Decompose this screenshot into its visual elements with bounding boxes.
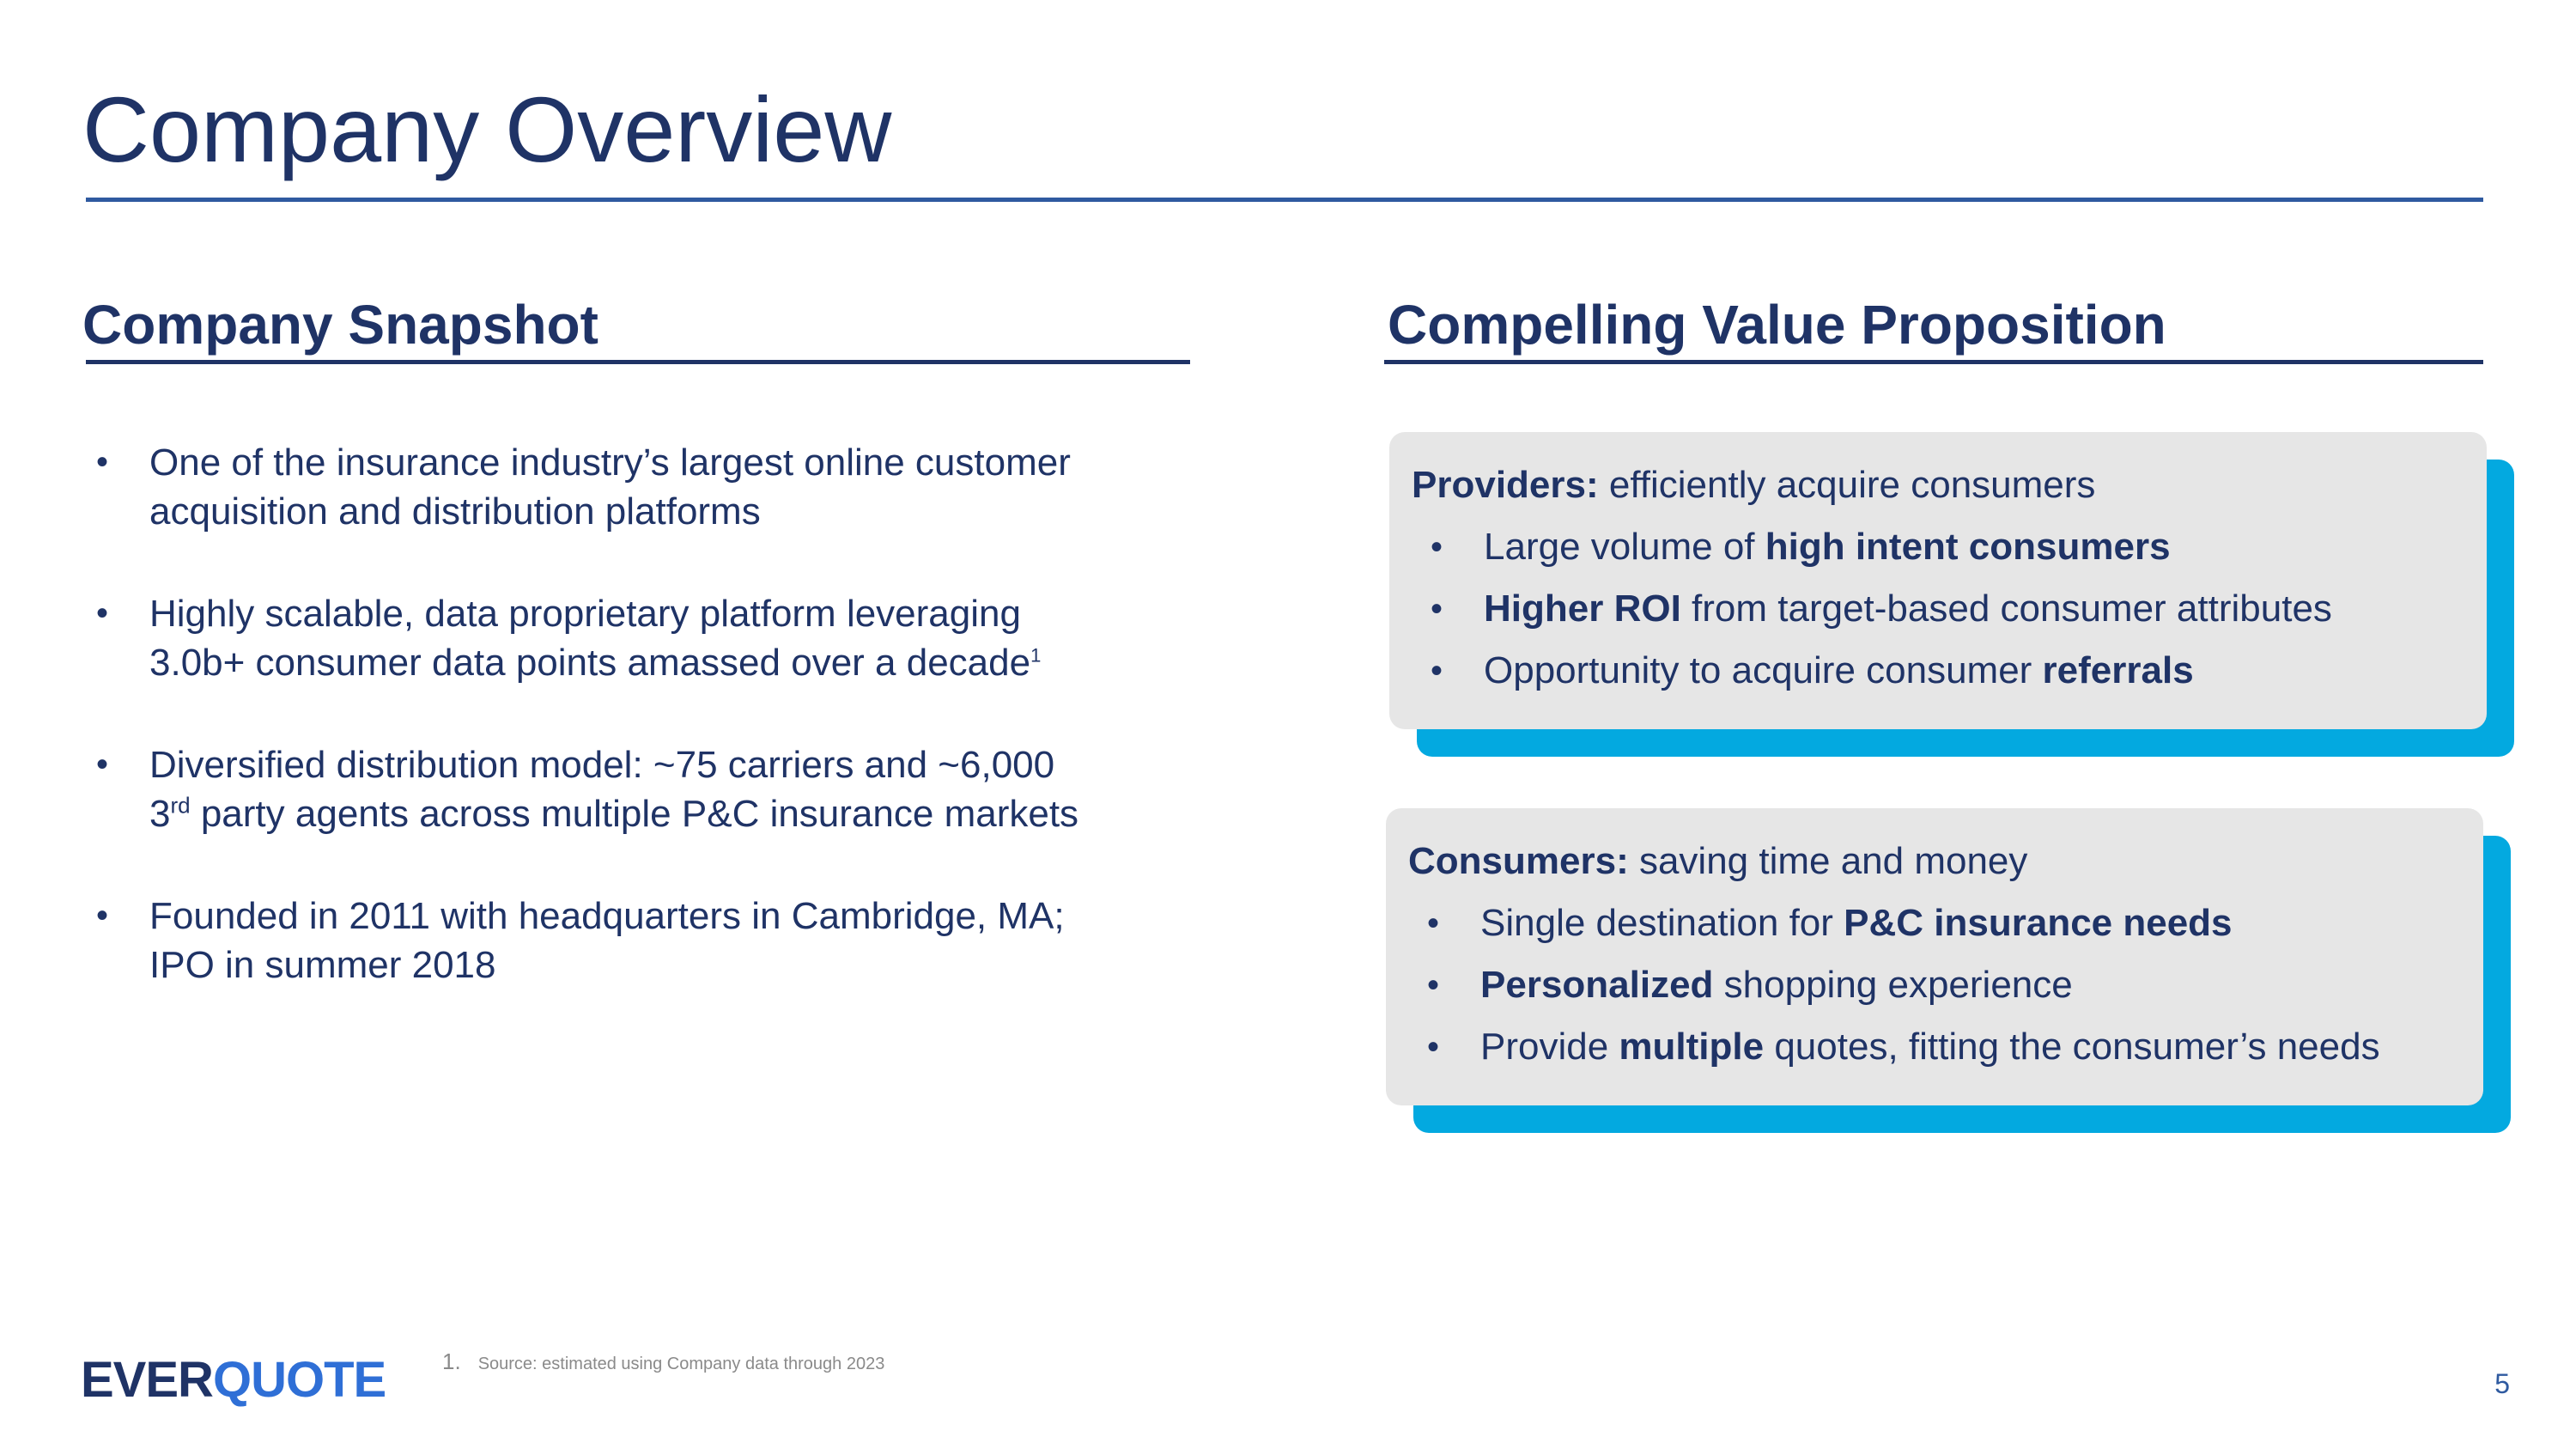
bullet-text-line2: 3.0b+ consumer data points amassed over …: [149, 642, 1031, 684]
bullet-text-line1: Highly scalable, data proprietary platfo…: [149, 593, 1021, 635]
bullet-marker: •: [96, 746, 109, 783]
page-number: 5: [2494, 1368, 2510, 1399]
card-item-list: • Single destination for P&C insurance ne…: [1408, 898, 2461, 1073]
card-item: • Personalized shopping experience: [1408, 959, 2461, 1011]
card-item: • Provide multiple quotes, fitting the co…: [1408, 1021, 2461, 1073]
snapshot-bullet: • Diversified distribution model: ~75 ca…: [93, 740, 1209, 838]
bullet-text-line2: IPO in summer 2018: [149, 944, 496, 986]
footnote-number: 1.: [442, 1349, 461, 1374]
card-item: • Single destination for P&C insurance ne…: [1408, 898, 2461, 949]
bullet-text-line1: Founded in 2011 with headquarters in Cam…: [149, 895, 1065, 937]
bullet-marker: •: [96, 897, 109, 935]
logo-text-part1: EVER: [81, 1352, 214, 1408]
bullet-text-line2: acquisition and distribution platforms: [149, 490, 761, 533]
snapshot-divider: [86, 360, 1190, 364]
card-item-bold: high intent consumers: [1765, 526, 2171, 568]
card-heading-text: efficiently acquire consumers: [1598, 464, 2096, 506]
card-item-text: quotes, fitting the consumer’s needs: [1764, 1026, 2380, 1068]
snapshot-bullet: • One of the insurance industry’s larges…: [93, 438, 1209, 536]
card-item-text: Single destination for: [1480, 902, 1844, 944]
card-item: • Large volume of high intent consumers: [1412, 521, 2464, 573]
card-item-bold: Higher ROI: [1484, 588, 1681, 630]
page-title: Company Overview: [82, 77, 892, 181]
bullet-marker: •: [1427, 966, 1440, 1004]
card-heading: Consumers: saving time and money: [1408, 836, 2461, 887]
card-item-bold: Personalized: [1480, 964, 1714, 1006]
title-divider: [86, 198, 2483, 202]
card-item-text: Provide: [1480, 1026, 1619, 1068]
card-item-bold: P&C insurance needs: [1844, 902, 2233, 944]
card-item-bold: multiple: [1619, 1026, 1765, 1068]
snapshot-bullet: • Founded in 2011 with headquarters in C…: [93, 892, 1209, 989]
card-item-text: from target-based consumer attributes: [1680, 588, 2332, 630]
bullet-text-line2: party agents across multiple P&C insuran…: [190, 793, 1079, 835]
consumers-card: Consumers: saving time and money • Single…: [1386, 808, 2483, 1105]
card-heading: Providers: efficiently acquire consumers: [1412, 460, 2464, 511]
card-item: • Opportunity to acquire consumer referra…: [1412, 645, 2464, 697]
snapshot-heading: Company Snapshot: [82, 294, 598, 356]
card-item-text: Large volume of: [1484, 526, 1765, 568]
footnote-text: Source: estimated using Company data thr…: [477, 1355, 885, 1373]
bullet-marker: •: [96, 594, 109, 632]
bullet-text-prefix: 3: [149, 793, 171, 835]
card-heading-bold: Consumers:: [1408, 840, 1629, 882]
card-item-text: Opportunity to acquire consumer: [1484, 649, 2043, 691]
card-heading-bold: Providers:: [1412, 464, 1599, 506]
bullet-text-line1: Diversified distribution model: ~75 carr…: [149, 744, 1055, 786]
providers-card: Providers: efficiently acquire consumers…: [1389, 432, 2487, 729]
card-item-text: shopping experience: [1713, 964, 2073, 1006]
ordinal-superscript: rd: [170, 792, 191, 819]
bullet-marker: •: [1427, 904, 1440, 942]
bullet-text-line1: One of the insurance industry’s largest …: [149, 441, 1071, 484]
card-item-list: • Large volume of high intent consumers •…: [1412, 521, 2464, 697]
bullet-marker: •: [1431, 652, 1443, 690]
card-item: • Higher ROI from target-based consumer a…: [1412, 583, 2464, 635]
source-footnote: 1. Source: estimated using Company data t…: [442, 1349, 884, 1375]
snapshot-bullet-list: • One of the insurance industry’s larges…: [93, 438, 1209, 1043]
everquote-logo: EVERQUOTE: [81, 1355, 386, 1405]
value-proposition-divider: [1384, 360, 2483, 364]
card-item-bold: referrals: [2042, 649, 2194, 691]
snapshot-bullet: • Highly scalable, data proprietary plat…: [93, 589, 1209, 687]
value-proposition-heading: Compelling Value Proposition: [1388, 294, 2166, 356]
card-heading-text: saving time and money: [1628, 840, 2028, 882]
bullet-marker: •: [1431, 590, 1443, 628]
bullet-marker: •: [1431, 528, 1443, 566]
logo-text-part2: QUOTE: [212, 1352, 386, 1408]
footnote-mark: 1: [1030, 644, 1042, 667]
bullet-marker: •: [1427, 1028, 1440, 1066]
bullet-marker: •: [96, 443, 109, 481]
